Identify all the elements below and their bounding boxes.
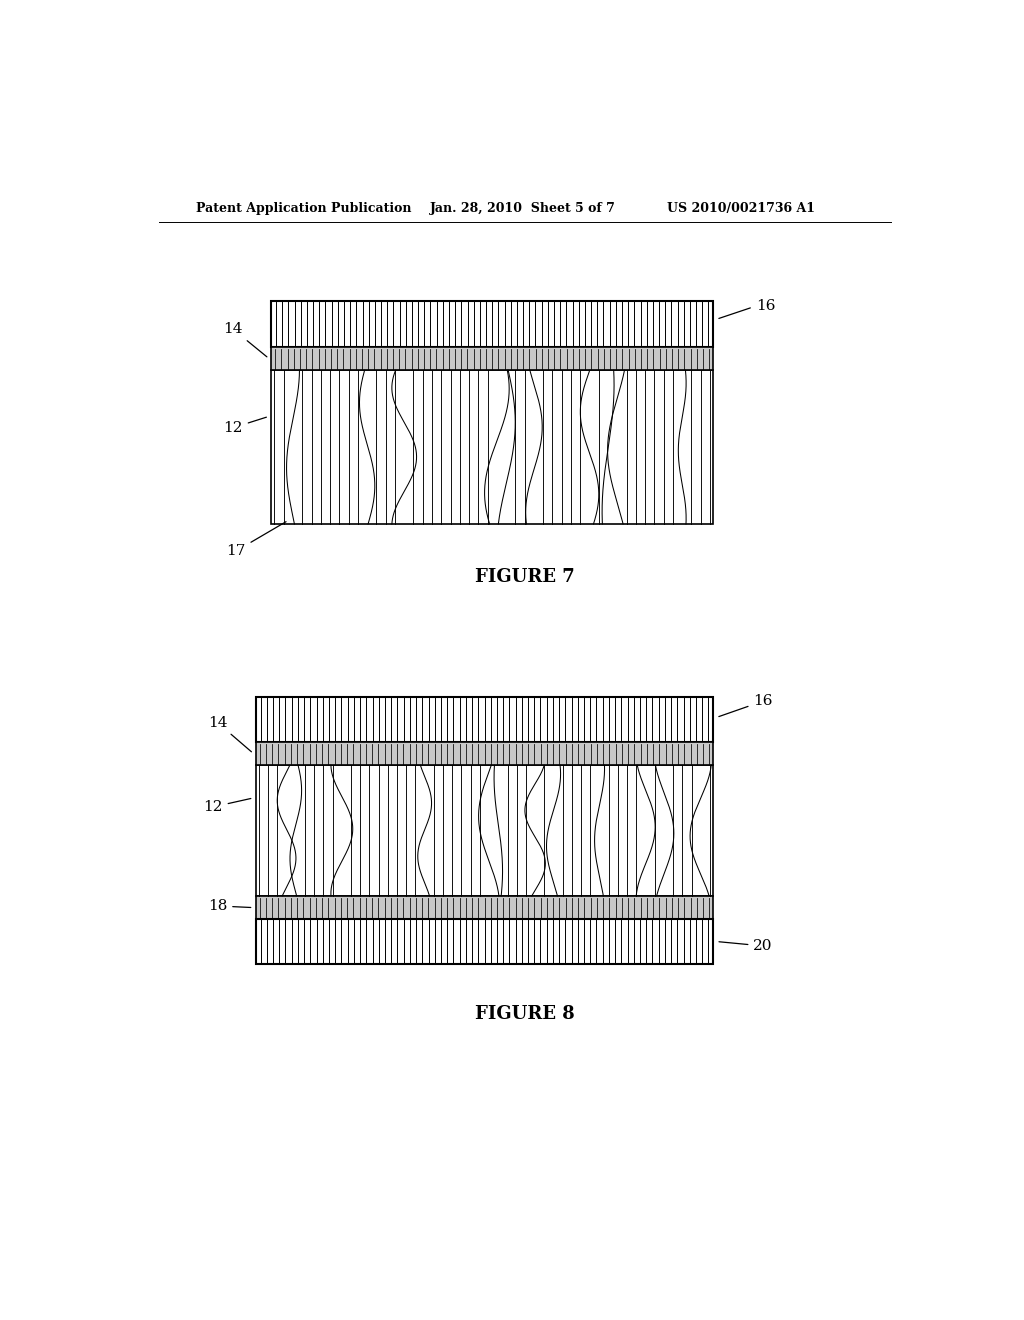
Bar: [256, 896, 713, 919]
Text: 16: 16: [719, 300, 775, 318]
Text: 16: 16: [719, 694, 773, 717]
Text: FIGURE 8: FIGURE 8: [475, 1005, 574, 1023]
Bar: [271, 301, 713, 347]
Bar: [256, 742, 713, 766]
Bar: [256, 766, 713, 896]
Bar: [256, 697, 713, 742]
Text: 17: 17: [226, 521, 286, 558]
Text: Jan. 28, 2010  Sheet 5 of 7: Jan. 28, 2010 Sheet 5 of 7: [430, 202, 616, 215]
Text: 18: 18: [208, 899, 251, 913]
Text: Patent Application Publication: Patent Application Publication: [197, 202, 412, 215]
Text: FIGURE 7: FIGURE 7: [475, 568, 574, 586]
Text: 14: 14: [208, 715, 252, 752]
Text: 12: 12: [203, 799, 251, 814]
Bar: [256, 919, 713, 964]
Bar: [271, 347, 713, 370]
Text: 14: 14: [223, 322, 267, 356]
Text: US 2010/0021736 A1: US 2010/0021736 A1: [667, 202, 815, 215]
Text: 12: 12: [223, 417, 266, 434]
Text: 20: 20: [719, 939, 773, 953]
Bar: [271, 370, 713, 524]
